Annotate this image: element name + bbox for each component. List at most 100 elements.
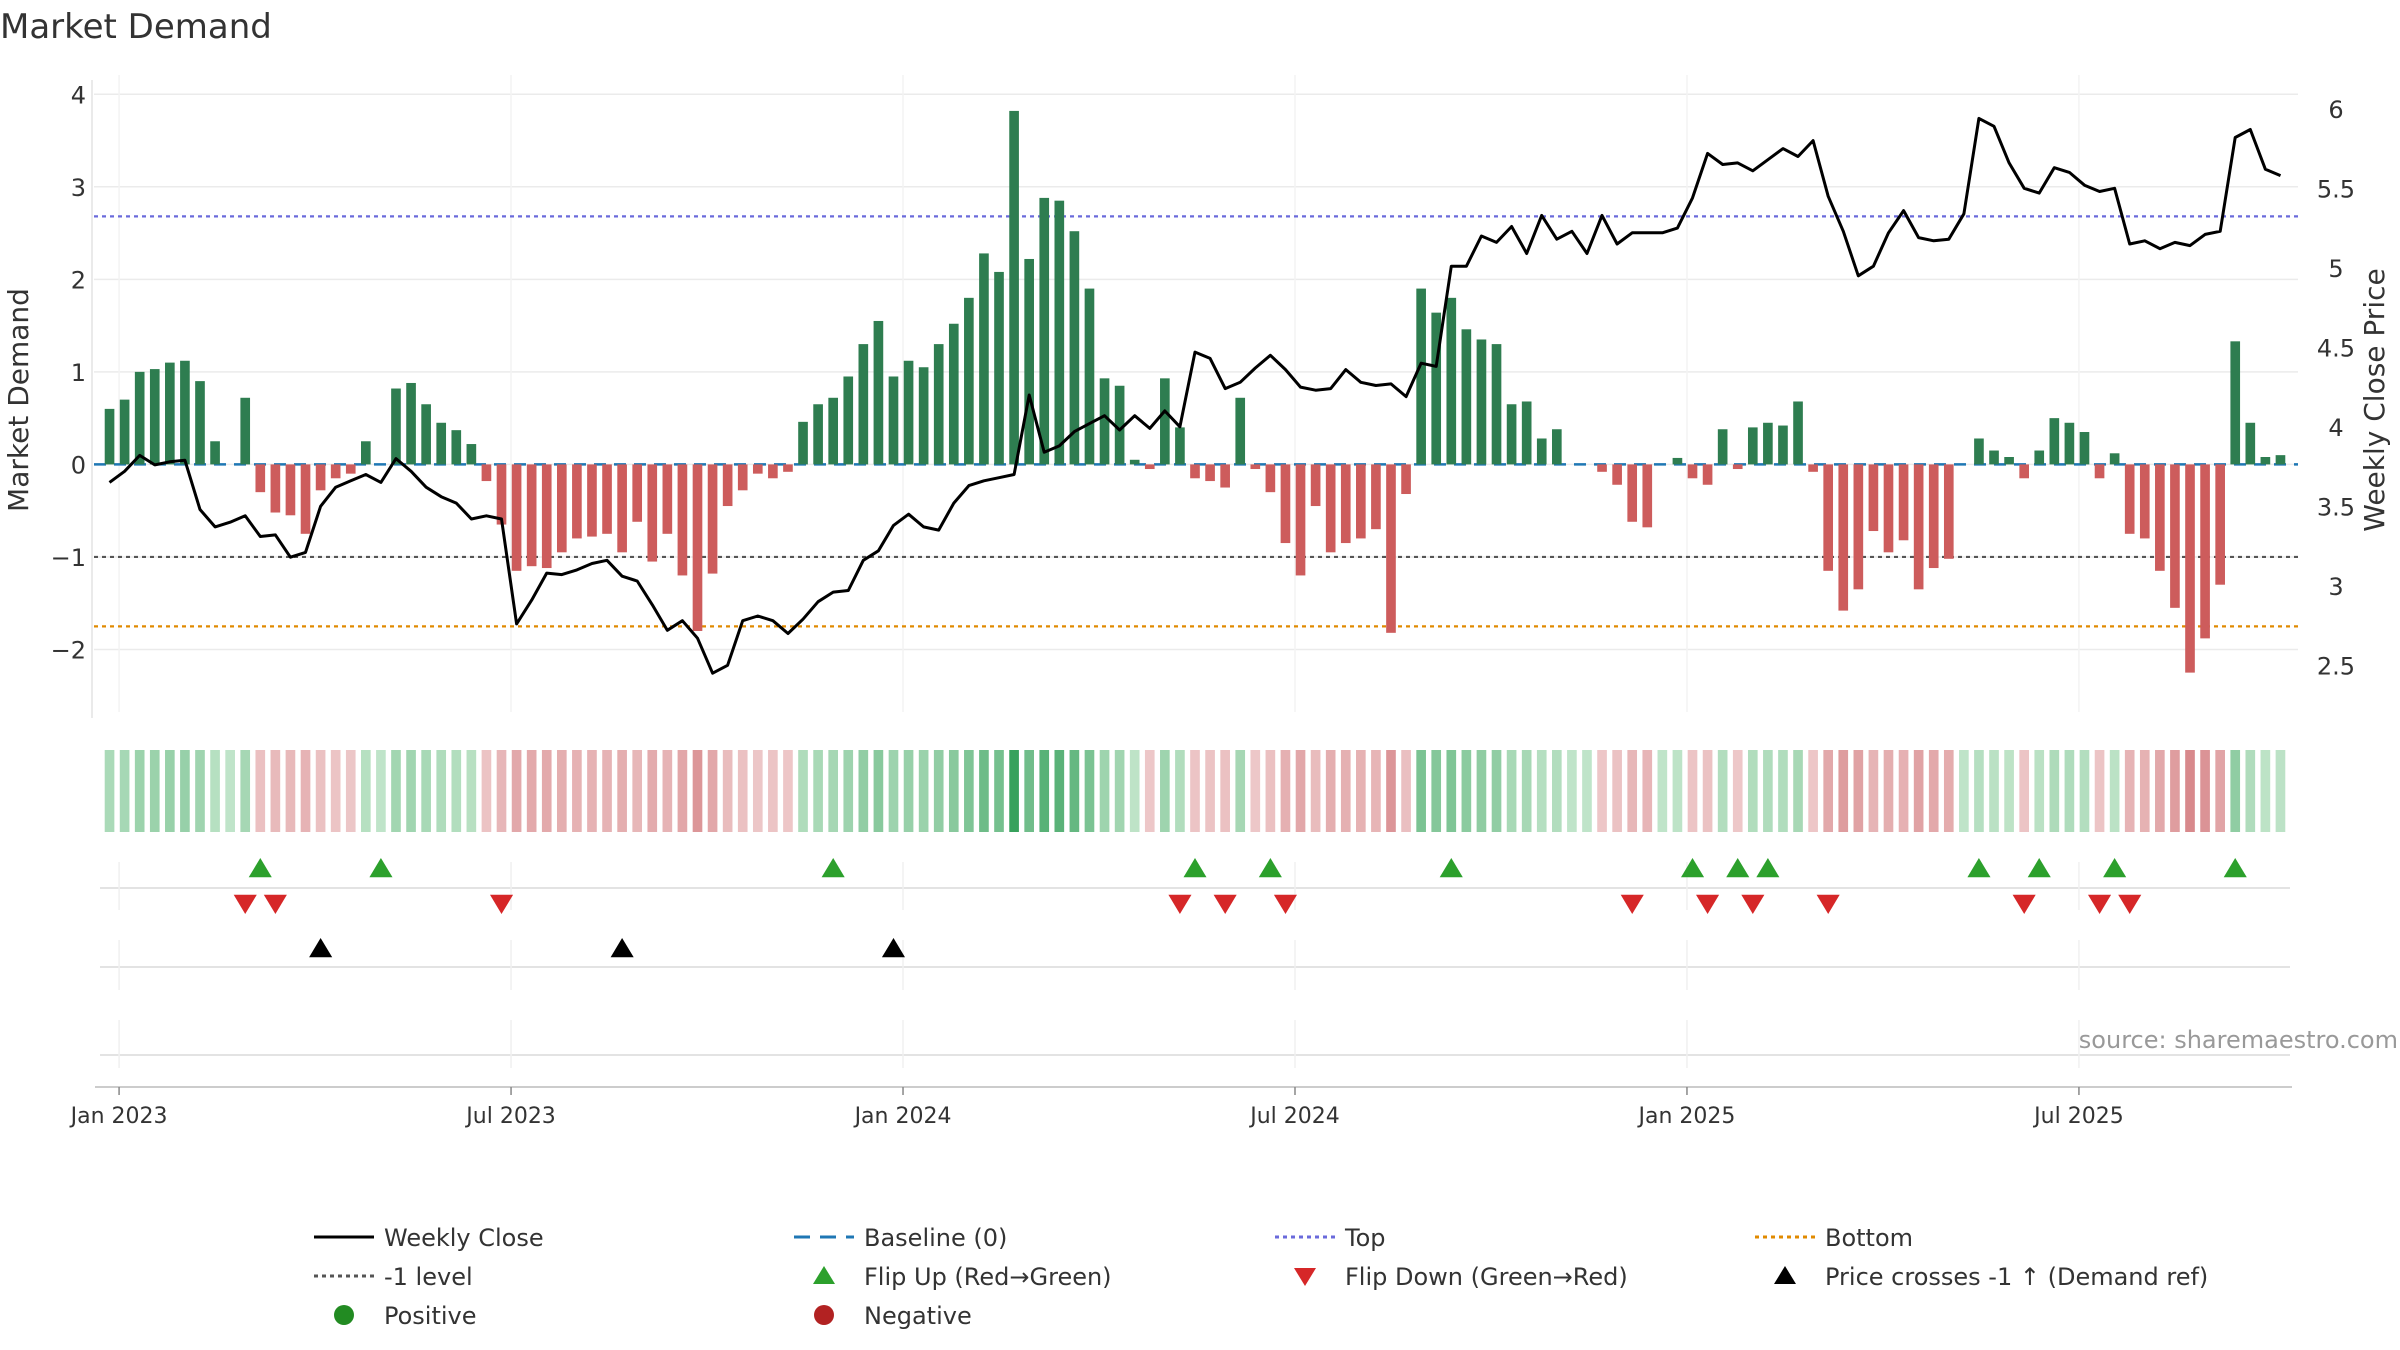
y2-tick-label: 3 [2328, 573, 2343, 601]
heat-strip-cell [541, 750, 552, 832]
flip-up-marker [1258, 858, 1282, 878]
demand-bar [1913, 464, 1924, 590]
demand-bar [1009, 110, 1019, 465]
demand-bar [1175, 427, 1185, 465]
heat-strip-cell [722, 750, 733, 832]
demand-bar [1521, 401, 1532, 465]
heat-strip-cell [1461, 750, 1472, 832]
heat-strip-cell [1717, 750, 1728, 832]
weekly-close-line-group [108, 116, 2282, 675]
demand-bar [994, 271, 1004, 465]
demand-bar [798, 421, 808, 465]
demand-bar [1371, 464, 1381, 530]
heat-strip-cell [1371, 750, 1381, 832]
legend: Weekly Close Baseline (0) Top Bottom -1 leve… [314, 1224, 2208, 1330]
demand-bar [783, 464, 793, 472]
flip-down-marker [490, 894, 514, 914]
legend-item: Bottom [1755, 1224, 1913, 1252]
legend-item: Positive [334, 1302, 477, 1330]
heat-strip-cell [2170, 750, 2180, 832]
heat-strip-cell [662, 750, 673, 832]
heat-strip-cell [1898, 750, 1909, 832]
heat-strip-cell [1160, 750, 1170, 832]
heat-strip-cell [1521, 750, 1532, 832]
demand-heat-strip [104, 750, 2286, 832]
heat-strip-cell [1853, 750, 1864, 832]
demand-bar [617, 464, 627, 553]
heat-strip-cell [1672, 750, 1683, 832]
demand-bar [1220, 464, 1230, 488]
demand-bar [722, 464, 733, 507]
demand-bar [677, 464, 688, 576]
heat-strip-cell [858, 750, 869, 832]
flip-down-marker [263, 894, 287, 914]
demand-bar [1416, 288, 1426, 465]
demand-bar [1250, 464, 1261, 470]
heat-strip-cell [873, 750, 884, 832]
x-tick-label: Jul 2025 [2032, 1104, 2124, 1129]
demand-bar [692, 464, 703, 631]
heat-strip-cell [149, 750, 160, 832]
y2-tick-label: 4 [2328, 414, 2343, 442]
demand-bar [1793, 401, 1803, 465]
heat-strip-cell [1175, 750, 1185, 832]
heat-strip-cell [180, 750, 190, 832]
demand-bar [1325, 464, 1336, 553]
heat-strip-cell [632, 750, 643, 832]
heat-strip-cell [1506, 750, 1517, 832]
heat-strip-cell [391, 750, 401, 832]
demand-bar [436, 422, 447, 465]
heat-strip-cell [1823, 750, 1834, 832]
heat-strip-cell [1205, 750, 1215, 832]
flip-down-marker [1168, 894, 1192, 914]
demand-bar [1823, 464, 1834, 571]
gridlines [94, 75, 2298, 712]
heat-strip-cell [2245, 750, 2256, 832]
heat-strip-cell [421, 750, 431, 832]
heat-strip-cell [2139, 750, 2150, 832]
demand-bar [1974, 438, 1984, 465]
demand-bar [1943, 464, 1954, 559]
flip-down-marker [1696, 894, 1720, 914]
heat-strip-cell [1536, 750, 1547, 832]
heat-strip-cell [240, 750, 251, 832]
heat-strip-cell [1024, 750, 1034, 832]
heat-strip-cell [526, 750, 537, 832]
legend-label: Flip Down (Green→Red) [1345, 1263, 1628, 1291]
heat-strip-cell [2064, 750, 2075, 832]
y-tick-label: −1 [51, 544, 86, 572]
y2-tick-label: 3.5 [2317, 493, 2355, 521]
heat-strip-cell [798, 750, 808, 832]
demand-bar [134, 371, 145, 465]
legend-item: Flip Up (Red→Green) [813, 1263, 1112, 1291]
demand-bars [104, 110, 2286, 673]
demand-bar [2064, 422, 2075, 465]
heat-strip-cell [1114, 750, 1125, 832]
demand-bar [270, 464, 281, 513]
heat-strip-cell [768, 750, 778, 832]
heat-strip-cell [1340, 750, 1351, 832]
demand-bar [2230, 341, 2241, 465]
heat-strip-cell [255, 750, 266, 832]
demand-bar [587, 464, 597, 537]
demand-bar [1461, 329, 1472, 465]
demand-bar [361, 441, 371, 465]
demand-bar [556, 464, 567, 553]
heat-strip-cell [481, 750, 492, 832]
demand-bar [1597, 464, 1607, 472]
demand-bar [1265, 464, 1276, 493]
flip-up-marker [1681, 858, 1705, 878]
heat-strip-cell [1280, 750, 1291, 832]
demand-bar [979, 253, 989, 465]
heat-strip-cell [300, 750, 311, 832]
demand-bar [195, 381, 205, 465]
heat-strip-cell [2200, 750, 2210, 832]
heat-strip-cell [511, 750, 522, 832]
heat-strip-cell [1732, 750, 1743, 832]
heat-strip-cell [1431, 750, 1442, 832]
demand-bar [1310, 464, 1321, 507]
heat-strip-cell [1657, 750, 1668, 832]
demand-bar [1778, 425, 1788, 465]
demand-bar [1024, 258, 1034, 465]
heat-strip-cell [210, 750, 220, 832]
